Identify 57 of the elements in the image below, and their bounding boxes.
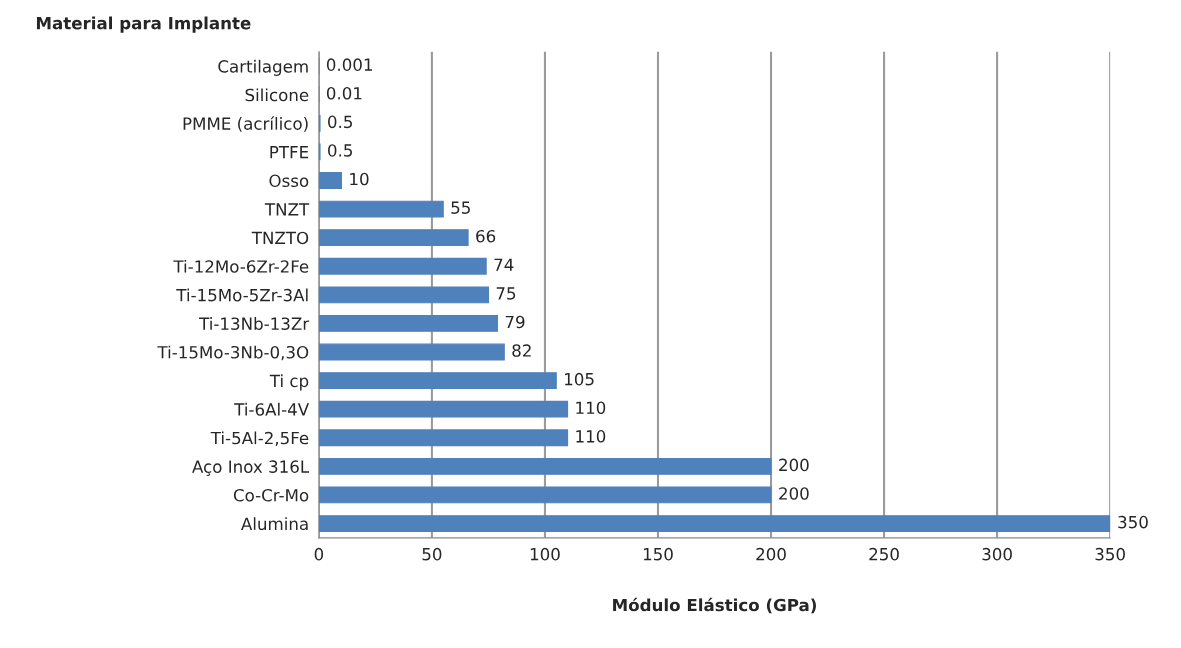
y-tick-label: Ti-15Mo-5Zr-3Al — [176, 288, 308, 302]
bar — [318, 515, 1111, 532]
y-tick-label: Aço Inox 316L — [192, 460, 310, 476]
data-label: 0.5 — [328, 115, 352, 129]
data-label: 200 — [779, 458, 809, 472]
y-tick-label: Ti cp — [269, 374, 309, 391]
x-tick-label: 100 — [530, 547, 560, 561]
x-tick-label: 50 — [422, 547, 442, 561]
data-label: 74 — [494, 258, 514, 271]
data-label: 79 — [505, 315, 525, 329]
y-tick-label: Osso — [269, 174, 309, 188]
data-label: 350 — [1118, 515, 1148, 529]
data-label: 110 — [576, 430, 606, 443]
y-tick-label: Cartilagem — [218, 59, 308, 76]
y-tick-label: Ti-5Al-2,5Fe — [210, 431, 309, 447]
y-tick-label: TNZTO — [251, 231, 309, 245]
y-tick-label: Co-Cr-Mo — [233, 488, 309, 502]
bar — [318, 372, 557, 390]
data-label: 0.01 — [326, 86, 362, 100]
data-label: 110 — [576, 401, 606, 415]
y-tick-label: PMME (acrílico) — [183, 116, 308, 132]
bar — [318, 400, 569, 418]
y-axis-title: Material para Implante — [36, 16, 251, 33]
data-label: 0.5 — [328, 144, 352, 157]
data-label: 75 — [496, 287, 516, 300]
data-label: 55 — [451, 201, 470, 214]
x-axis-title: Módulo Elástico (GPa) — [613, 597, 816, 614]
y-tick-label: Ti-13Nb-13Zr — [199, 317, 310, 330]
bar — [318, 315, 499, 332]
bar — [318, 229, 469, 247]
bar — [318, 172, 343, 189]
y-tick-label: Ti-6Al-4V — [234, 402, 310, 416]
bar — [318, 486, 772, 504]
x-tick-label: 150 — [643, 547, 673, 561]
y-tick-label: Alumina — [241, 517, 308, 531]
x-tick-label: 350 — [1095, 547, 1125, 561]
y-tick-label: PTFE — [270, 146, 309, 159]
data-label: 105 — [565, 372, 594, 386]
data-label: 200 — [779, 487, 809, 500]
x-tick-label: 300 — [982, 547, 1012, 561]
data-label: 10 — [350, 172, 369, 186]
x-tick-label: 0 — [314, 547, 324, 561]
bar — [318, 200, 444, 218]
bar — [318, 457, 772, 475]
data-label: 82 — [512, 344, 531, 357]
data-label: 0.001 — [326, 58, 372, 71]
bar — [318, 286, 489, 304]
y-tick-label: Silicone — [245, 88, 309, 102]
x-tick-label: 250 — [869, 547, 899, 561]
y-tick-label: TNZT — [264, 203, 310, 216]
y-tick-label: Ti-12Mo-6Zr-2Fe — [173, 259, 309, 273]
y-tick-label: Ti-15Mo-3Nb-0,3O — [157, 345, 309, 361]
data-label: 66 — [476, 229, 496, 243]
bar — [318, 257, 487, 275]
x-tick-label: 200 — [756, 547, 786, 561]
bar — [318, 343, 505, 361]
bar — [318, 429, 569, 447]
